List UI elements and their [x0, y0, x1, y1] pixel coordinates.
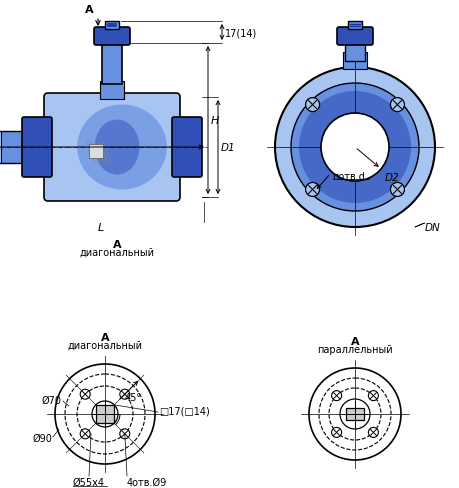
Circle shape	[328, 388, 380, 440]
Text: А: А	[85, 5, 94, 15]
Circle shape	[77, 386, 133, 442]
Text: А: А	[112, 240, 121, 249]
Text: D2: D2	[384, 172, 399, 183]
Circle shape	[390, 99, 403, 112]
Bar	[345, 408, 363, 420]
Text: H: H	[211, 116, 219, 126]
FancyBboxPatch shape	[172, 118, 202, 178]
Text: потв.d: потв.d	[332, 172, 364, 182]
Circle shape	[119, 429, 129, 439]
Circle shape	[65, 374, 145, 454]
FancyBboxPatch shape	[94, 28, 130, 46]
Circle shape	[291, 84, 418, 212]
Text: А: А	[350, 336, 358, 346]
Bar	[100, 82, 124, 100]
Circle shape	[368, 427, 378, 437]
Text: L: L	[98, 223, 104, 232]
Circle shape	[390, 183, 403, 197]
Bar	[0, 132, 26, 163]
Circle shape	[318, 378, 390, 450]
Ellipse shape	[77, 105, 167, 190]
Bar	[105, 22, 119, 30]
Text: А: А	[101, 332, 109, 342]
Circle shape	[308, 368, 400, 460]
Circle shape	[305, 183, 319, 197]
Bar	[342, 53, 366, 70]
Text: □17(□14): □17(□14)	[159, 406, 209, 416]
Circle shape	[368, 391, 378, 401]
Bar	[102, 44, 122, 85]
Circle shape	[331, 391, 341, 401]
Bar	[89, 145, 103, 159]
Circle shape	[100, 409, 110, 419]
Circle shape	[119, 389, 129, 399]
Text: D1: D1	[220, 142, 235, 153]
FancyBboxPatch shape	[44, 94, 179, 202]
Text: 17(14): 17(14)	[224, 28, 257, 38]
Text: Ø90: Ø90	[32, 433, 52, 443]
FancyBboxPatch shape	[22, 118, 52, 178]
Circle shape	[298, 92, 410, 203]
Bar	[347, 22, 361, 30]
Text: диагональный: диагональный	[67, 340, 142, 350]
Text: параллельный: параллельный	[317, 345, 392, 354]
Ellipse shape	[95, 120, 139, 175]
Circle shape	[320, 114, 388, 182]
Circle shape	[331, 427, 341, 437]
Bar	[344, 44, 364, 62]
Text: Ø55х4: Ø55х4	[73, 477, 105, 487]
Circle shape	[274, 68, 434, 227]
Text: Ø70: Ø70	[42, 395, 62, 405]
Bar	[0, 132, 1, 163]
Text: диагональный: диагональный	[79, 247, 154, 258]
Circle shape	[55, 364, 155, 464]
Circle shape	[80, 429, 90, 439]
Text: 45°: 45°	[125, 392, 142, 402]
Circle shape	[80, 389, 90, 399]
FancyBboxPatch shape	[336, 28, 372, 46]
Circle shape	[305, 99, 319, 112]
Text: DN: DN	[424, 223, 440, 232]
Bar	[96, 405, 114, 423]
Circle shape	[339, 399, 369, 429]
Circle shape	[92, 401, 118, 427]
Text: 4отв.Ø9: 4отв.Ø9	[127, 477, 167, 487]
